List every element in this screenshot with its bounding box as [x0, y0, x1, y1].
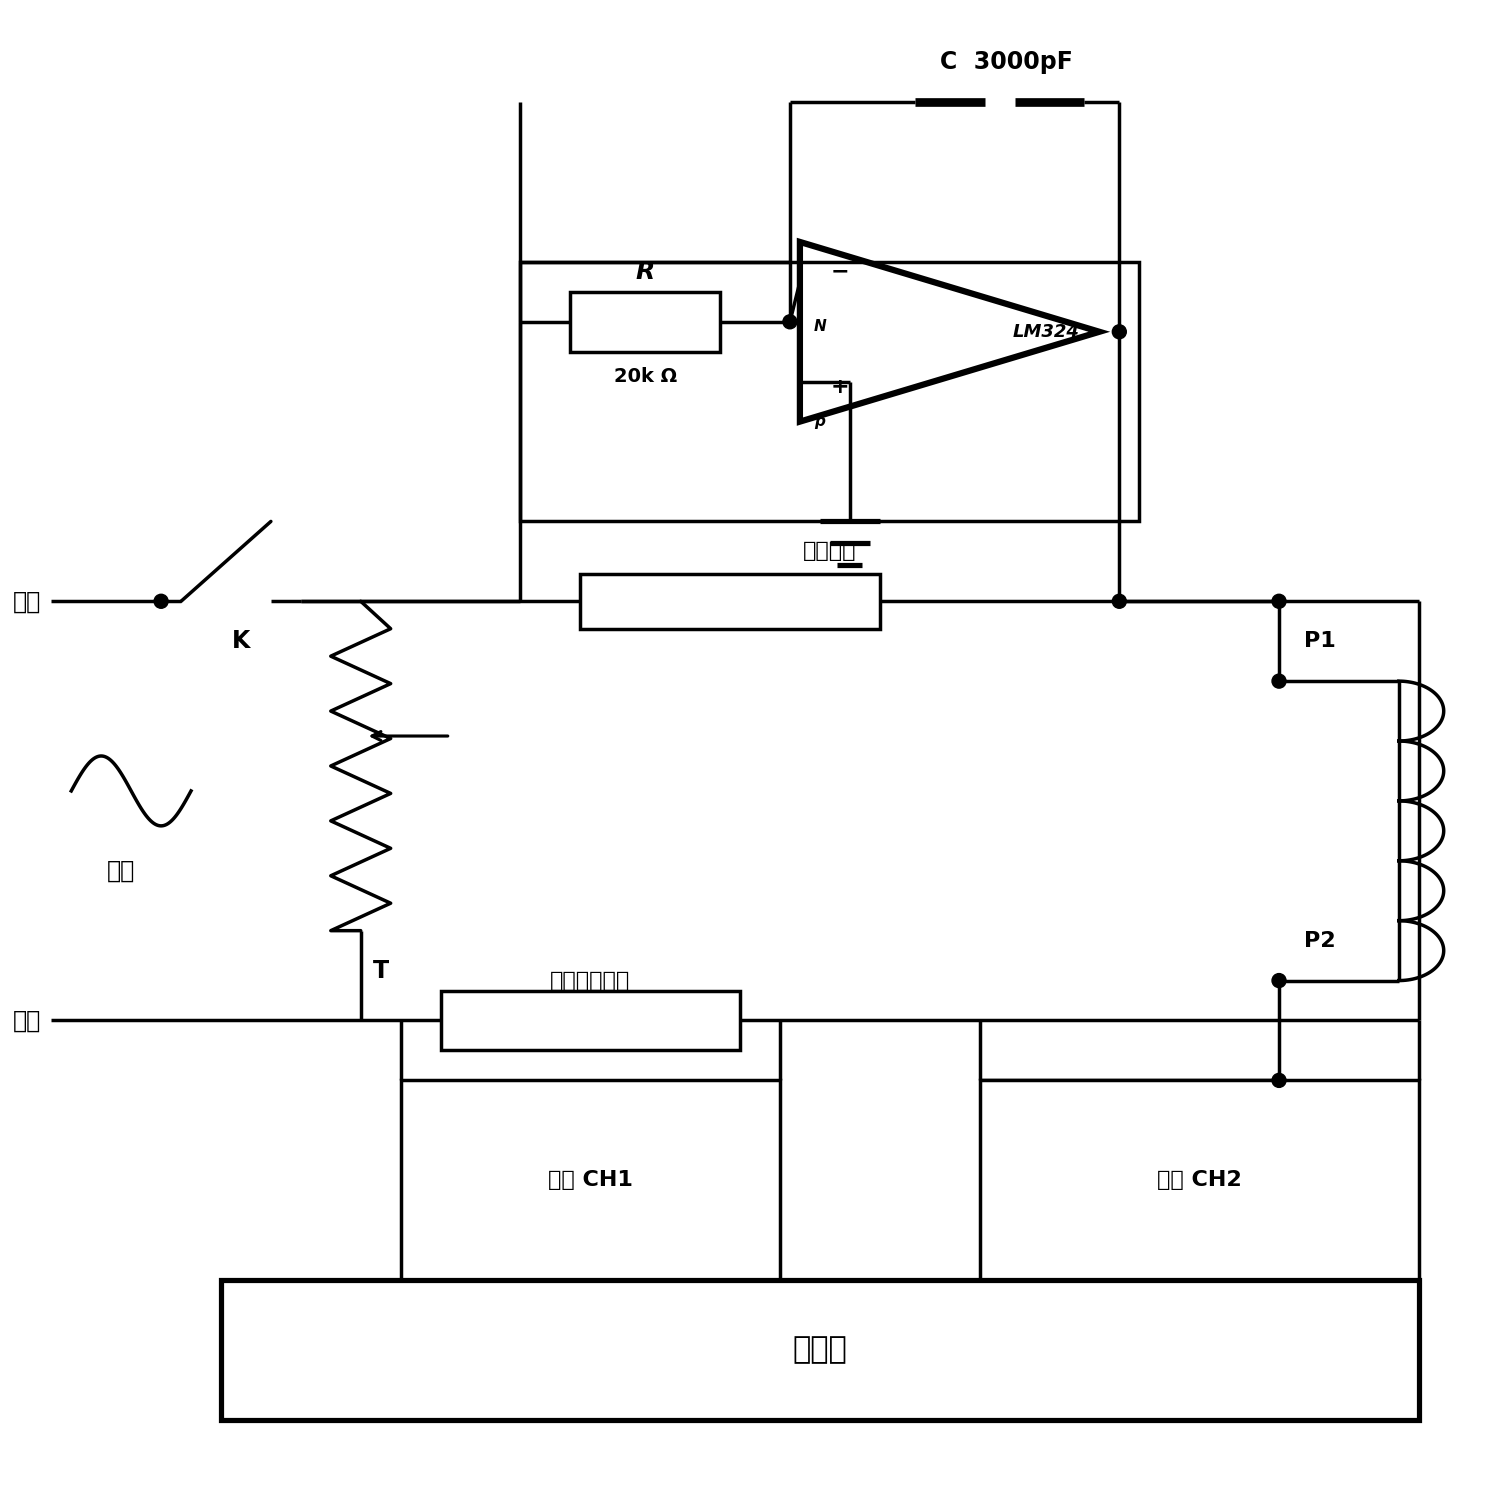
- Circle shape: [1112, 594, 1126, 608]
- Bar: [221, 1280, 1419, 1420]
- Text: 通道 CH1: 通道 CH1: [549, 1171, 633, 1190]
- Circle shape: [1112, 324, 1126, 339]
- Text: 取压陶瓷电阱: 取压陶瓷电阱: [550, 971, 630, 991]
- Text: R: R: [636, 260, 655, 284]
- Bar: [580, 573, 879, 629]
- Circle shape: [1272, 974, 1287, 988]
- Bar: [401, 1081, 780, 1280]
- Circle shape: [1272, 1073, 1287, 1087]
- Text: p: p: [815, 414, 825, 429]
- Text: K: K: [231, 629, 249, 653]
- Text: C  3000pF: C 3000pF: [939, 50, 1073, 74]
- Text: 火线: 火线: [14, 590, 41, 614]
- Text: 零线: 零线: [14, 1009, 41, 1033]
- Text: −: −: [831, 261, 849, 282]
- Text: 示波器: 示波器: [792, 1336, 848, 1364]
- Bar: [570, 291, 720, 351]
- Bar: [440, 991, 739, 1051]
- Text: LM324: LM324: [1013, 323, 1079, 341]
- Text: +: +: [831, 377, 849, 396]
- Text: 通道 CH2: 通道 CH2: [1157, 1171, 1241, 1190]
- Text: 20k Ω: 20k Ω: [613, 368, 676, 386]
- Text: T: T: [373, 959, 389, 983]
- Text: 交流: 交流: [107, 859, 135, 883]
- Text: P1: P1: [1305, 632, 1336, 651]
- Text: 限流电阱: 限流电阱: [803, 542, 857, 561]
- Circle shape: [1272, 674, 1287, 687]
- Circle shape: [783, 315, 797, 329]
- Text: N: N: [813, 320, 827, 335]
- Bar: [980, 1081, 1419, 1280]
- Circle shape: [155, 594, 168, 608]
- Circle shape: [1272, 594, 1287, 608]
- Bar: [520, 261, 1139, 521]
- Text: P2: P2: [1305, 931, 1336, 950]
